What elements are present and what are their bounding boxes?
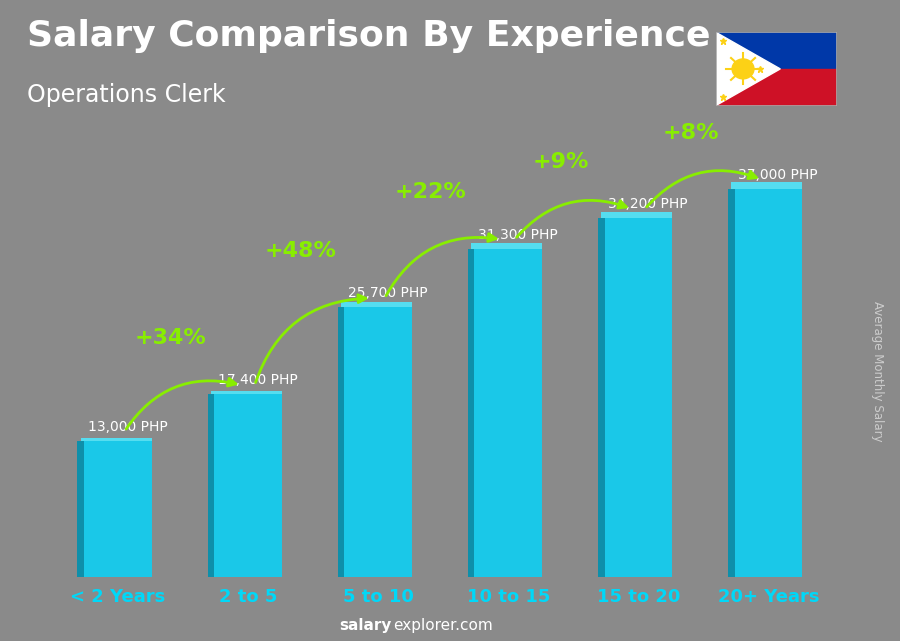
Bar (345, 307, 412, 577)
Polygon shape (716, 32, 780, 106)
Bar (211, 391, 282, 394)
Bar (214, 394, 282, 577)
Bar (716, 69, 837, 106)
Text: +34%: +34% (134, 328, 206, 348)
Bar (208, 394, 214, 577)
Text: 31,300 PHP: 31,300 PHP (478, 228, 558, 242)
Bar (81, 438, 152, 440)
Text: salary: salary (339, 618, 392, 633)
Text: 17,400 PHP: 17,400 PHP (218, 374, 297, 387)
Bar (734, 189, 802, 577)
Text: +9%: +9% (532, 152, 589, 172)
Circle shape (732, 59, 754, 79)
Bar (728, 189, 734, 577)
Bar (341, 303, 412, 307)
Text: 34,200 PHP: 34,200 PHP (608, 197, 688, 212)
Text: +22%: +22% (394, 183, 466, 203)
Bar (77, 440, 85, 577)
Bar (598, 218, 605, 577)
Text: Salary Comparison By Experience: Salary Comparison By Experience (27, 19, 710, 53)
Bar (468, 249, 474, 577)
Bar (338, 307, 345, 577)
Text: +8%: +8% (662, 122, 718, 143)
Bar (601, 212, 672, 218)
Bar (85, 440, 152, 577)
Text: Operations Clerk: Operations Clerk (27, 83, 226, 107)
Text: 13,000 PHP: 13,000 PHP (87, 420, 167, 433)
Bar (605, 218, 672, 577)
Text: Average Monthly Salary: Average Monthly Salary (871, 301, 884, 442)
Bar (731, 182, 802, 189)
Bar (471, 243, 542, 249)
Bar (716, 32, 837, 69)
Text: explorer.com: explorer.com (393, 618, 493, 633)
Text: 25,700 PHP: 25,700 PHP (347, 287, 428, 301)
Text: 37,000 PHP: 37,000 PHP (738, 168, 817, 182)
Text: +48%: +48% (265, 241, 336, 261)
Bar (474, 249, 542, 577)
